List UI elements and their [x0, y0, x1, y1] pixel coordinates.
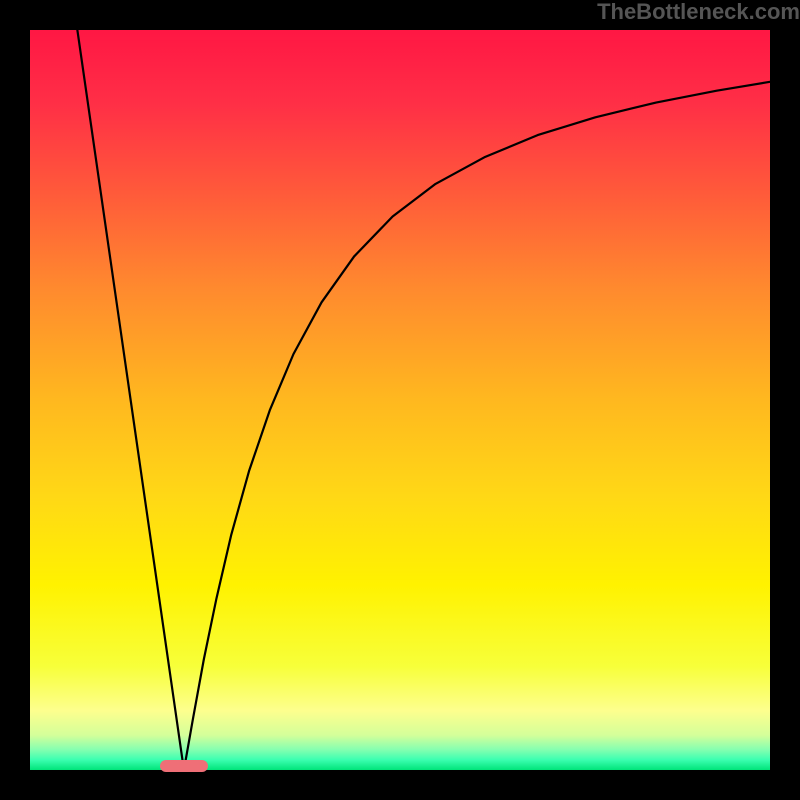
- bottleneck-marker: [160, 760, 208, 772]
- bottleneck-curve: [30, 30, 770, 770]
- chart-container: TheBottleneck.com: [0, 0, 800, 800]
- watermark-text: TheBottleneck.com: [597, 0, 800, 25]
- plot-area: [30, 30, 770, 770]
